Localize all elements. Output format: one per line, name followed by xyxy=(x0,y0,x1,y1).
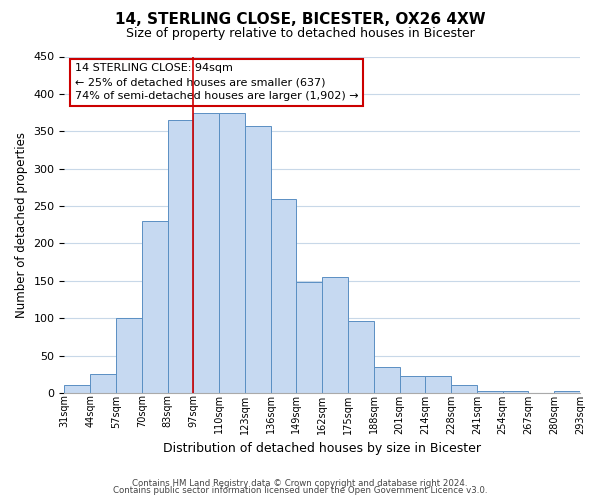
Bar xyxy=(271,198,296,393)
Y-axis label: Number of detached properties: Number of detached properties xyxy=(15,132,28,318)
Bar xyxy=(193,112,219,393)
Text: Contains public sector information licensed under the Open Government Licence v3: Contains public sector information licen… xyxy=(113,486,487,495)
Bar xyxy=(64,386,90,393)
Text: Contains HM Land Registry data © Crown copyright and database right 2024.: Contains HM Land Registry data © Crown c… xyxy=(132,478,468,488)
Bar xyxy=(400,376,425,393)
Bar xyxy=(90,374,116,393)
Bar xyxy=(425,376,451,393)
Bar xyxy=(116,318,142,393)
Bar xyxy=(451,384,477,393)
Bar xyxy=(219,112,245,393)
Bar xyxy=(554,390,580,393)
Bar xyxy=(348,321,374,393)
Bar xyxy=(296,282,322,393)
Text: 14 STERLING CLOSE: 94sqm
← 25% of detached houses are smaller (637)
74% of semi-: 14 STERLING CLOSE: 94sqm ← 25% of detach… xyxy=(75,63,358,101)
Bar xyxy=(374,366,400,393)
Bar xyxy=(245,126,271,393)
Bar xyxy=(142,221,167,393)
Bar xyxy=(167,120,193,393)
Text: 14, STERLING CLOSE, BICESTER, OX26 4XW: 14, STERLING CLOSE, BICESTER, OX26 4XW xyxy=(115,12,485,28)
X-axis label: Distribution of detached houses by size in Bicester: Distribution of detached houses by size … xyxy=(163,442,481,455)
Bar xyxy=(503,390,529,393)
Text: Size of property relative to detached houses in Bicester: Size of property relative to detached ho… xyxy=(125,28,475,40)
Bar xyxy=(477,390,503,393)
Bar xyxy=(322,277,348,393)
